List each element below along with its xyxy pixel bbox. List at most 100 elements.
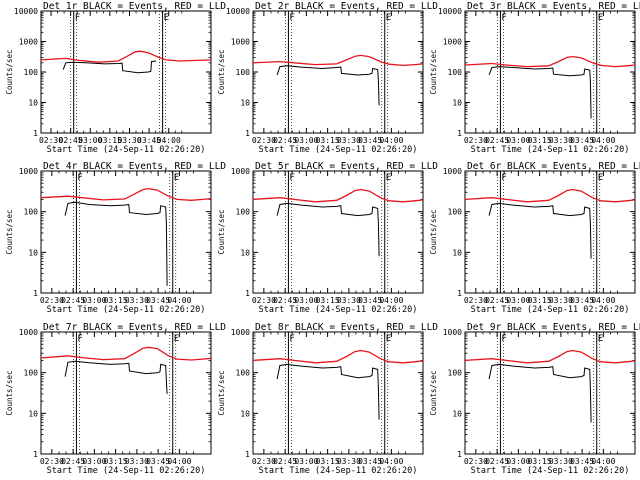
y-tick-label: 1000 [231, 38, 250, 47]
x-tick-label: 02:30 [464, 136, 488, 145]
x-tick-label: 04:00 [167, 296, 191, 305]
events-series-line [488, 363, 592, 423]
x-tick-label: 04:00 [591, 136, 615, 145]
y-tick-label: 1 [33, 450, 38, 459]
series-group [465, 349, 635, 423]
y-tick-label: 10000 [14, 7, 38, 16]
y-tick-label: 1 [33, 129, 38, 138]
lld-series-line [41, 50, 211, 63]
y-tick-label: 1000 [19, 38, 38, 47]
x-axis-label: Start Time (24-Sep-11 02:26:20) [259, 145, 418, 155]
panel-title: Det 2r_BLACK = Events, RED = LLD [255, 1, 438, 12]
x-tick-label: 03:45 [570, 457, 594, 466]
event-marker-start: F [77, 173, 82, 183]
plot-frame [464, 170, 636, 294]
y-axis-label: Counts/sec [429, 209, 438, 254]
y-tick-label: 100 [448, 208, 463, 217]
events-series-line [276, 202, 380, 257]
lld-series-line [465, 349, 635, 364]
panel-title: Det 1r_BLACK = Events, RED = LLD [43, 1, 226, 12]
event-marker-end: E [598, 173, 603, 183]
events-series-line [276, 363, 380, 420]
x-tick-label: 03:30 [117, 136, 141, 145]
series-group [465, 55, 635, 119]
x-tick-label: 02:45 [273, 136, 297, 145]
x-axis-label: Start Time (24-Sep-11 02:26:20) [471, 145, 630, 155]
y-tick-label: 100 [24, 208, 39, 217]
y-tick-label: 100 [236, 369, 251, 378]
y-tick-label: 1000 [443, 38, 462, 47]
y-axis-label: Counts/sec [5, 49, 14, 94]
x-tick-label: 03:00 [78, 136, 102, 145]
x-tick-label: 03:00 [294, 296, 318, 305]
x-axis-label: Start Time (24-Sep-11 02:26:20) [47, 145, 206, 155]
events-series-line [488, 66, 592, 119]
x-tick-label: 02:45 [59, 136, 83, 145]
y-tick-label: 100 [24, 369, 39, 378]
panel-3: Det 3r_BLACK = Events, RED = LLD 1 10 100 10… [429, 1, 640, 155]
x-tick-label: 03:00 [82, 296, 106, 305]
event-marker-end: E [386, 173, 391, 183]
y-axis-label: Counts/sec [429, 370, 438, 415]
x-tick-label: 02:30 [464, 296, 488, 305]
x-tick-label: 03:30 [337, 457, 361, 466]
x-tick-label: 03:45 [358, 136, 382, 145]
y-tick-label: 1 [457, 289, 462, 298]
panel-5: Det 5r_BLACK = Events, RED = LLD 1 10 100 10… [217, 161, 438, 315]
y-axis-label: Counts/sec [217, 370, 226, 415]
x-axis-label: Start Time (24-Sep-11 02:26:20) [471, 466, 630, 476]
y-tick-label: 10000 [226, 7, 250, 16]
y-tick-label: 100 [448, 68, 463, 77]
x-tick-label: 03:30 [337, 296, 361, 305]
plot-frame [464, 331, 636, 455]
event-marker-start: F [289, 13, 294, 23]
x-tick-label: 03:15 [528, 457, 552, 466]
x-tick-label: 03:00 [506, 296, 530, 305]
event-marker-end: E [386, 13, 391, 23]
y-tick-label: 10000 [438, 7, 462, 16]
x-tick-label: 02:30 [40, 457, 64, 466]
series-group [253, 54, 423, 106]
y-tick-label: 10 [28, 248, 38, 257]
events-series-line [488, 202, 592, 259]
x-tick-label: 04:00 [591, 457, 615, 466]
x-tick-label: 03:45 [146, 457, 170, 466]
panel-4: Det 4r_BLACK = Events, RED = LLD 1 10 100 10… [5, 161, 226, 315]
x-tick-label: 02:30 [464, 457, 488, 466]
y-tick-label: 1 [245, 289, 250, 298]
y-tick-label: 10 [240, 409, 250, 418]
y-axis-label: Counts/sec [5, 370, 14, 415]
y-tick-label: 10 [452, 248, 462, 257]
x-tick-label: 02:30 [252, 136, 276, 145]
lld-series-line [253, 54, 423, 67]
x-tick-label: 04:00 [379, 136, 403, 145]
plot-frame [40, 10, 212, 134]
x-tick-label: 02:45 [485, 296, 509, 305]
y-tick-label: 1000 [443, 167, 462, 176]
event-marker-start: F [501, 173, 506, 183]
x-axis-label: Start Time (24-Sep-11 02:26:20) [259, 305, 418, 315]
panel-6: Det 6r_BLACK = Events, RED = LLD 1 10 100 10… [429, 161, 640, 315]
y-tick-label: 10 [240, 248, 250, 257]
panel-title: Det 9r_BLACK = Events, RED = LLD [467, 322, 640, 333]
event-marker-start: F [501, 13, 506, 23]
x-tick-label: 02:30 [252, 457, 276, 466]
x-tick-label: 03:45 [570, 136, 594, 145]
y-tick-label: 1 [245, 450, 250, 459]
panel-title: Det 4r_BLACK = Events, RED = LLD [43, 161, 226, 172]
panel-8: Det 8r_BLACK = Events, RED = LLD 1 10 100 10… [217, 322, 438, 476]
x-axis-label: Start Time (24-Sep-11 02:26:20) [47, 466, 206, 476]
x-axis-label: Start Time (24-Sep-11 02:26:20) [259, 466, 418, 476]
panel-title: Det 6r_BLACK = Events, RED = LLD [467, 161, 640, 172]
panel-7: Det 7r_BLACK = Events, RED = LLD 1 10 100 10… [5, 322, 226, 476]
series-group [465, 188, 635, 259]
y-axis-label: Counts/sec [5, 209, 14, 254]
events-series-line [64, 201, 168, 286]
x-tick-label: 02:45 [61, 457, 85, 466]
x-tick-label: 03:00 [294, 457, 318, 466]
x-axis-label: Start Time (24-Sep-11 02:26:20) [471, 305, 630, 315]
x-tick-label: 04:00 [379, 296, 403, 305]
x-tick-label: 03:15 [104, 457, 128, 466]
panel-1: Det 1r_BLACK = Events, RED = LLD 1 10 100 10… [5, 1, 226, 155]
x-tick-label: 03:45 [570, 296, 594, 305]
